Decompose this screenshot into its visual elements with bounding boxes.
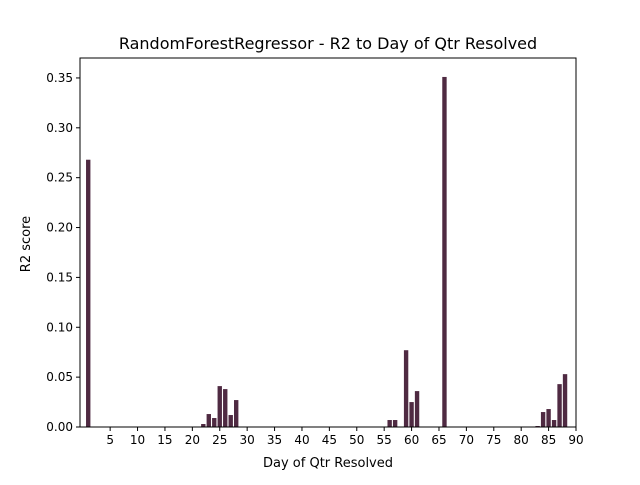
bar-day-85 — [546, 409, 551, 427]
bar-day-61 — [414, 391, 420, 427]
y-tick-label: 0.00 — [46, 420, 73, 434]
x-tick-label: 90 — [568, 433, 583, 447]
x-tick-label: 65 — [431, 433, 446, 447]
axes-frame — [79, 57, 577, 428]
bar-day-25 — [217, 386, 222, 427]
x-tick-label: 35 — [267, 433, 282, 447]
x-tick-label: 30 — [240, 433, 255, 447]
bar-day-26 — [223, 389, 228, 427]
bar-day-87 — [557, 384, 562, 427]
y-tick-label: 0.10 — [46, 320, 73, 334]
y-tick-label: 0.30 — [46, 121, 73, 135]
bar-day-66 — [442, 76, 447, 427]
x-tick-label: 75 — [486, 433, 501, 447]
x-tick-label: 60 — [404, 433, 419, 447]
bar-day-27 — [228, 415, 233, 427]
y-tick-label: 0.05 — [46, 370, 73, 384]
x-tick-label: 50 — [349, 433, 364, 447]
bar-day-23 — [206, 414, 211, 427]
x-tick-label: 45 — [322, 433, 337, 447]
bar-day-1 — [86, 159, 91, 427]
x-tick-label: 10 — [130, 433, 145, 447]
y-tick-label: 0.15 — [46, 270, 73, 284]
bar-day-84 — [540, 412, 546, 427]
bar-day-57 — [392, 420, 398, 427]
bar-day-24 — [212, 418, 217, 427]
x-tick-label: 15 — [157, 433, 172, 447]
bar-day-22 — [201, 424, 206, 427]
y-tick-label: 0.35 — [46, 71, 73, 85]
x-tick-label: 55 — [377, 433, 392, 447]
bar-day-60 — [409, 402, 414, 427]
plot-area: 5 10 15 20 25 30 35 40 45 50 55 60 65 70 75 80 85 90 0.00 0… — [46, 57, 584, 447]
bar-day-86 — [551, 420, 557, 427]
bar-day-59 — [403, 350, 409, 427]
x-tick-label: 85 — [541, 433, 556, 447]
chart-title: RandomForestRegressor - R2 to Day of Qtr… — [119, 34, 537, 53]
x-tick-label: 5 — [106, 433, 114, 447]
x-tick-label: 70 — [459, 433, 474, 447]
y-tick-label: 0.20 — [46, 221, 73, 235]
y-tick-label: 0.25 — [46, 171, 73, 185]
bar-day-28 — [234, 400, 239, 427]
x-tick-label: 80 — [514, 433, 529, 447]
y-axis-label: R2 score — [19, 216, 34, 272]
x-axis-label: Day of Qtr Resolved — [263, 456, 393, 471]
x-tick-label: 25 — [212, 433, 227, 447]
bar-day-56 — [387, 420, 392, 427]
x-tick-label: 40 — [294, 433, 309, 447]
x-tick-label: 20 — [185, 433, 200, 447]
bar-day-88 — [562, 374, 568, 427]
